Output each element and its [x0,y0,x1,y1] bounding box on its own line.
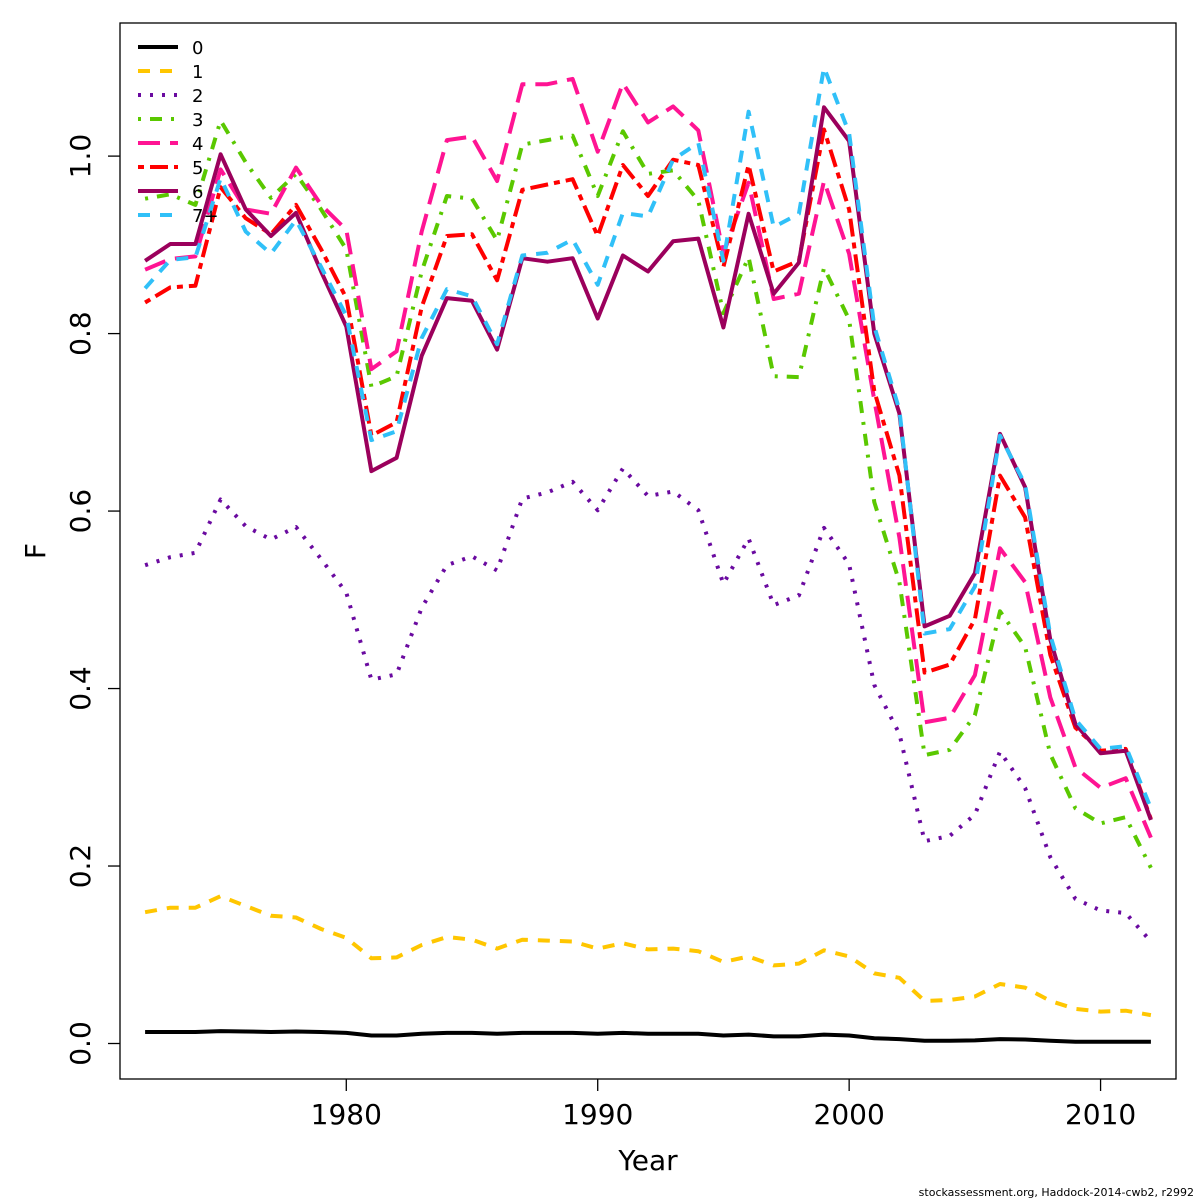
y-tick-label: 0.4 [64,666,97,711]
legend-label: 3 [192,110,203,131]
series-line-4 [144,76,1153,839]
x-tick-label: 2010 [1065,1098,1136,1131]
legend-label: 7+ [192,206,219,227]
x-axis-label: Year [617,1144,678,1177]
series-line-7plus [143,65,1153,810]
legend-label: 6 [192,182,203,203]
y-tick-label: 1.0 [64,134,97,179]
legend-label: 2 [192,86,203,107]
y-axis-label: F [19,543,52,559]
y-tick-label: 0.6 [64,489,97,534]
credit-text: stockassessment.org, Haddock-2014-cwb2, … [919,1186,1194,1199]
series-line-0 [145,1029,1151,1044]
series-line-5 [144,127,1153,820]
series-lines [143,65,1153,1044]
legend-label: 5 [192,158,203,179]
legend-label: 4 [192,134,203,155]
legend-label: 0 [192,38,203,59]
x-tick-label: 1990 [562,1098,633,1131]
series-line-2 [144,466,1153,943]
y-tick-label: 0.2 [64,844,97,889]
x-tick-label: 2000 [814,1098,885,1131]
y-tick-label: 0.0 [64,1021,97,1066]
legend-label: 1 [192,62,203,83]
x-tick-label: 1980 [311,1098,382,1131]
y-axis: 0.0 0.2 0.4 0.6 0.8 1.0 [64,134,120,1066]
plot-frame [119,22,1177,1080]
x-axis: 1980 1990 2000 2010 [311,1079,1136,1131]
y-tick-label: 0.8 [64,311,97,356]
legend: 0 1 2 3 4 5 6 7+ [138,38,219,227]
series-line-1 [144,894,1152,1018]
series-line-3 [144,118,1153,869]
series-line-6 [143,105,1153,821]
